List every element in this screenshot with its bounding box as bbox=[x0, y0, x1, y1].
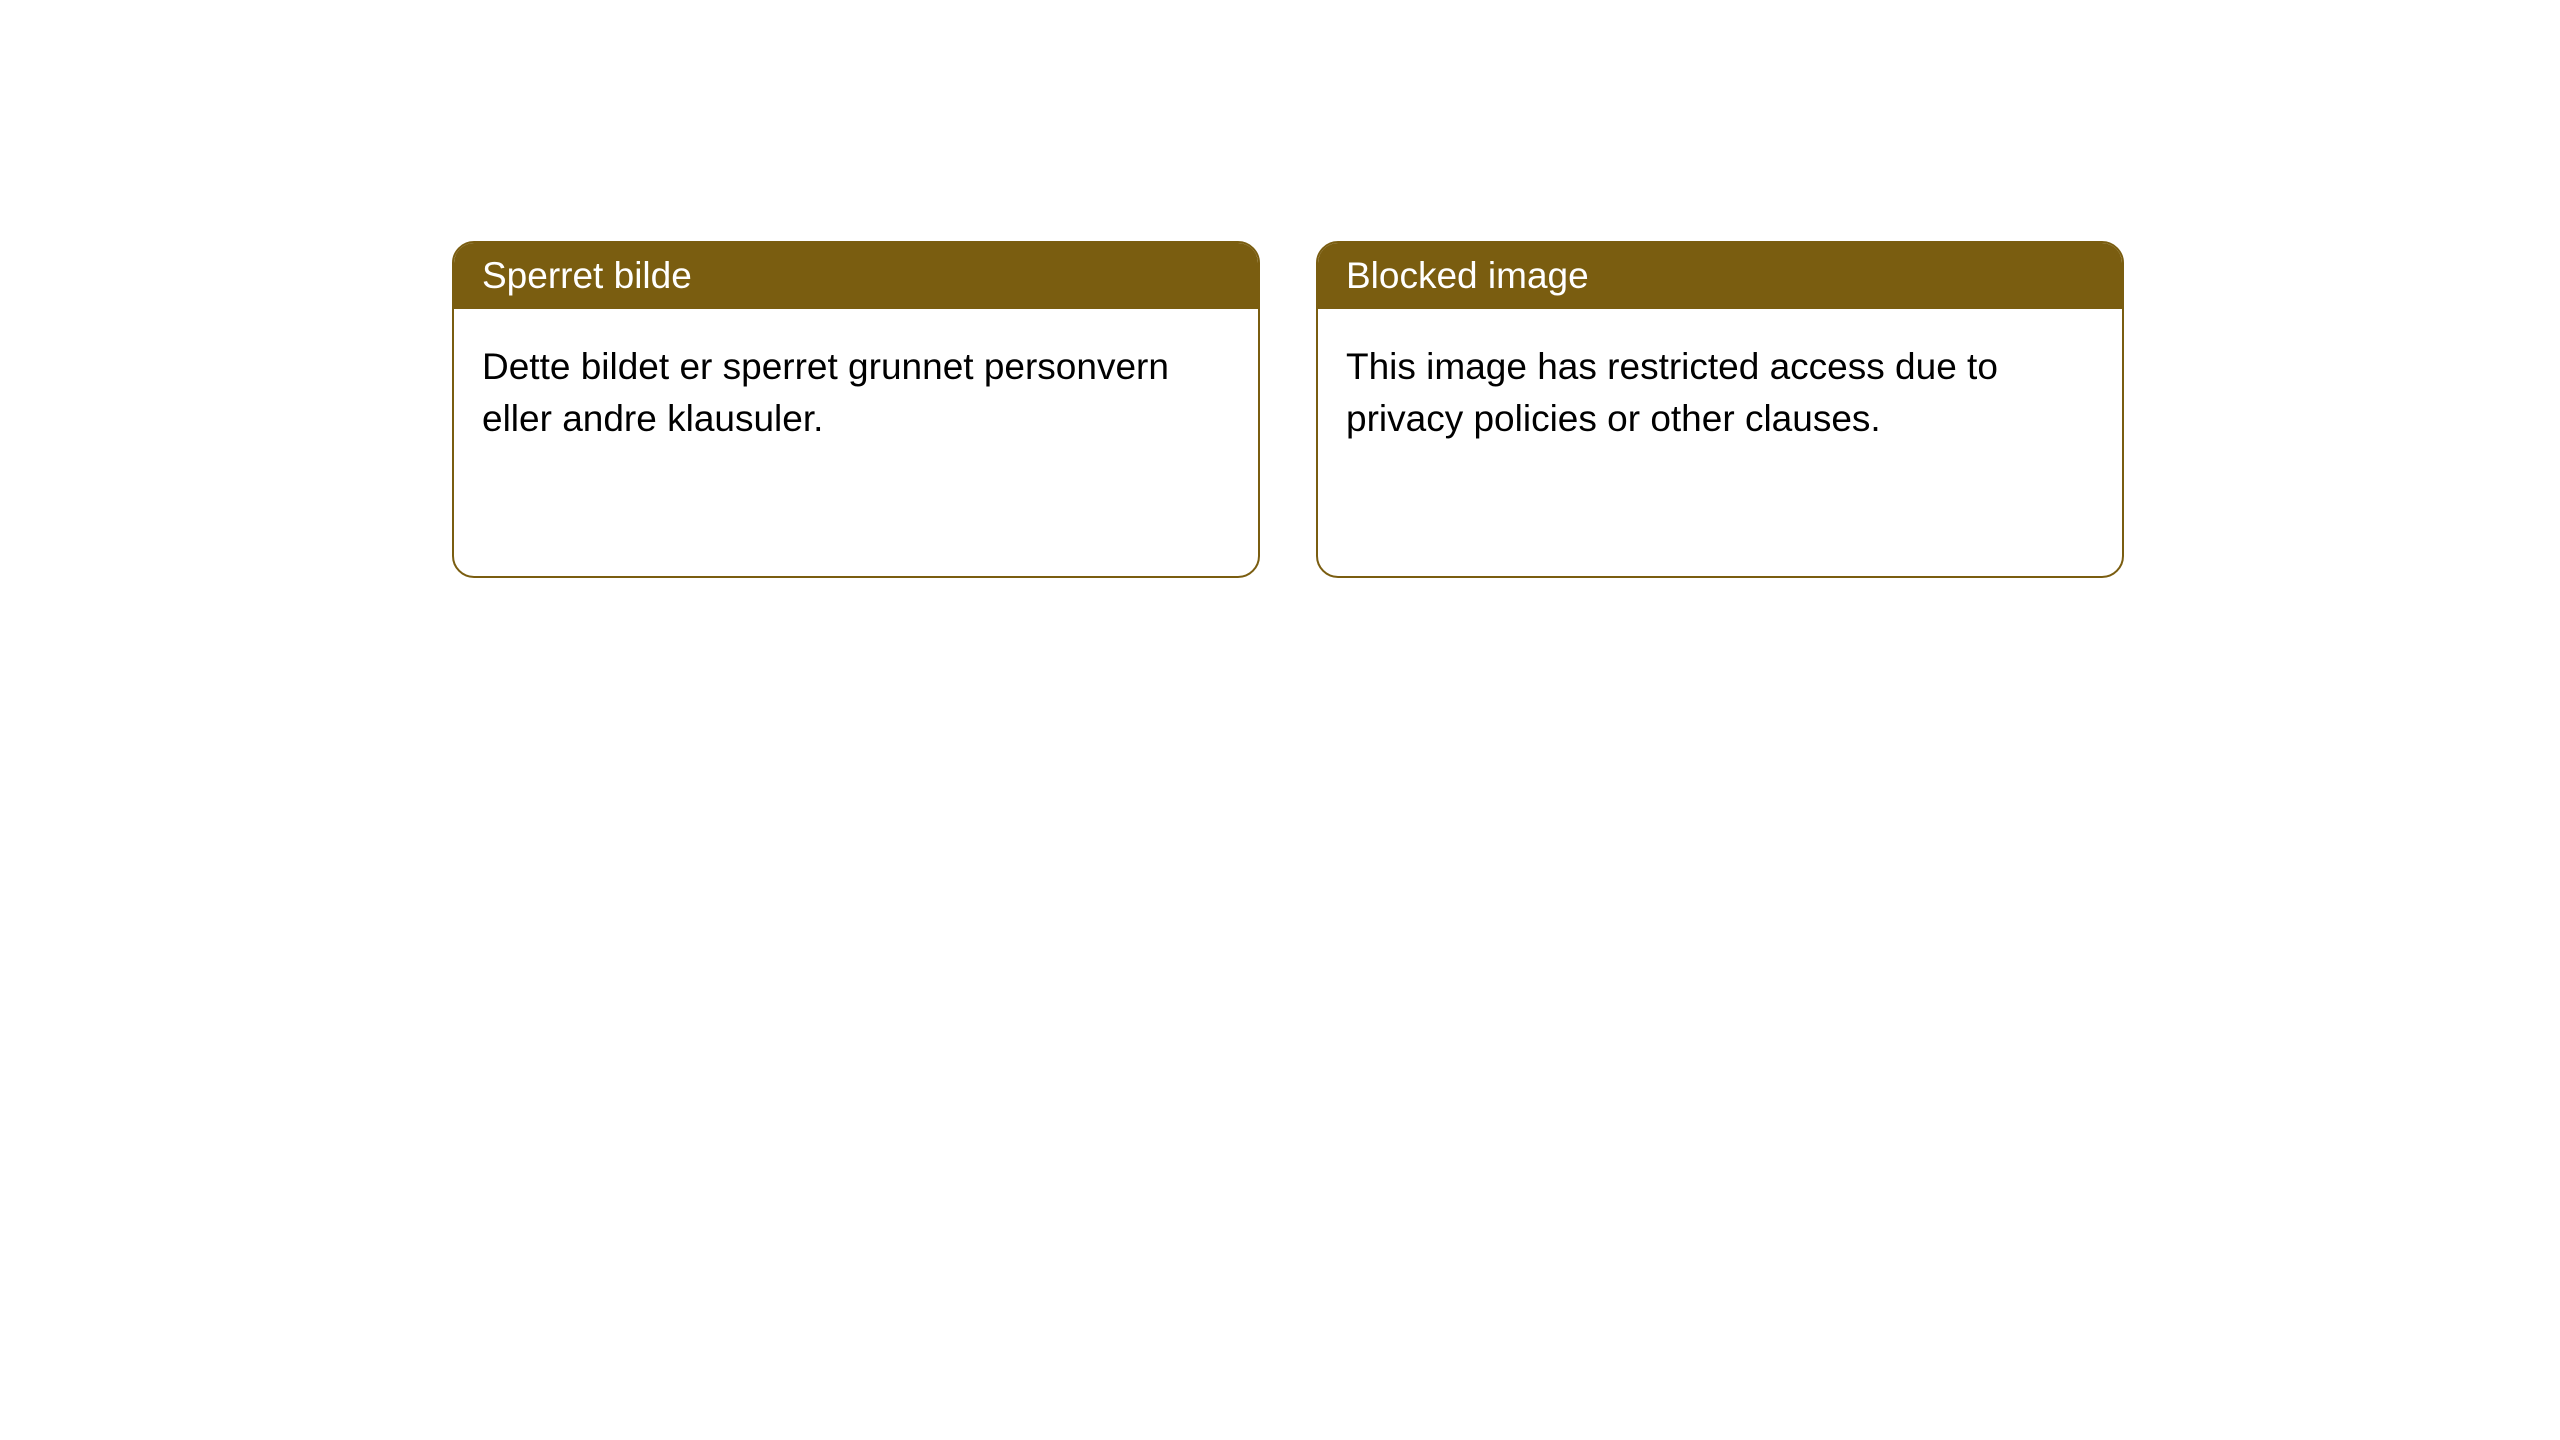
notice-cards-row: Sperret bilde Dette bildet er sperret gr… bbox=[452, 241, 2560, 578]
card-body: This image has restricted access due to … bbox=[1318, 309, 2122, 477]
card-body: Dette bildet er sperret grunnet personve… bbox=[454, 309, 1258, 477]
card-header: Blocked image bbox=[1318, 243, 2122, 309]
notice-card-norwegian: Sperret bilde Dette bildet er sperret gr… bbox=[452, 241, 1260, 578]
notice-card-english: Blocked image This image has restricted … bbox=[1316, 241, 2124, 578]
card-header: Sperret bilde bbox=[454, 243, 1258, 309]
